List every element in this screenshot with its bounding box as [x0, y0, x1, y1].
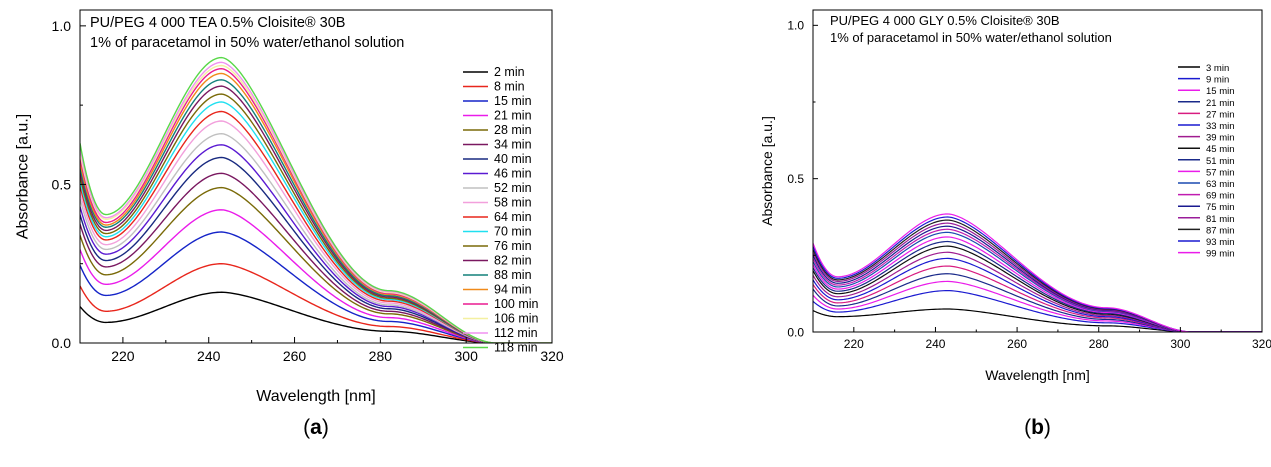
- x-tick-label-240: 240: [197, 348, 221, 364]
- legend-label-88-min: 88 min: [494, 268, 532, 282]
- y-tick-label-0: 0.0: [787, 325, 804, 339]
- legend-label-15-min: 15 min: [1206, 86, 1235, 97]
- caption-letter-a: a: [310, 416, 322, 439]
- legend-label-94-min: 94 min: [494, 283, 532, 297]
- title-line-2-a: 1% of paracetamol in 50% water/ethanol s…: [90, 35, 404, 51]
- x-tick-label-300: 300: [1170, 337, 1190, 351]
- y-tick-label-2: 1.0: [787, 19, 804, 33]
- series-line-94-min: [80, 72, 552, 343]
- legend-label-21-min: 21 min: [494, 109, 532, 123]
- legend-label-51-min: 51 min: [1206, 156, 1235, 167]
- legend-label-8-min: 8 min: [494, 80, 525, 94]
- ticks-b: 220 240 260 280 300 320 0.0 0.5 1.0: [787, 19, 1271, 351]
- legend-label-27-min: 27 min: [1206, 109, 1235, 120]
- legend-label-28-min: 28 min: [494, 123, 532, 137]
- chart-panel-b: 220 240 260 280 300 320 0.0 0.5 1.0 PU/PEG 4 000…: [759, 9, 1271, 439]
- legend-label-87-min: 87 min: [1206, 225, 1235, 236]
- curves-b: [813, 213, 1262, 332]
- legend-label-33-min: 33 min: [1206, 121, 1235, 132]
- legend-label-69-min: 69 min: [1206, 191, 1235, 202]
- legend-label-63-min: 63 min: [1206, 179, 1235, 190]
- x-tick-label-260: 260: [1007, 337, 1027, 351]
- curves-a: [80, 56, 552, 343]
- x-tick-label-320: 320: [540, 348, 564, 364]
- plot-frame-a: [79, 9, 553, 344]
- legend-label-93-min: 93 min: [1206, 237, 1235, 248]
- legend-label-34-min: 34 min: [494, 138, 532, 152]
- legend-label-52-min: 52 min: [494, 181, 532, 195]
- series-line-100-min: [80, 67, 552, 343]
- x-tick-label-220: 220: [844, 337, 864, 351]
- x-tick-label-220: 220: [111, 348, 135, 364]
- x-tick-label-280: 280: [369, 348, 393, 364]
- y-tick-label-1: 0.5: [52, 176, 72, 192]
- legend-label-106-min: 106 min: [494, 312, 539, 326]
- legend-label-112-min: 112 min: [494, 326, 538, 340]
- x-tick-label-320: 320: [1252, 337, 1271, 351]
- x-tick-label-240: 240: [925, 337, 945, 351]
- legend-label-3-min: 3 min: [1206, 63, 1229, 74]
- caption-letter-b: b: [1031, 416, 1044, 439]
- legend-label-100-min: 100 min: [494, 297, 539, 311]
- plot-frame-b: [812, 9, 1263, 333]
- y-tick-label-1: 0.5: [787, 172, 804, 186]
- legend-label-39-min: 39 min: [1206, 133, 1235, 144]
- legend-label-99-min: 99 min: [1206, 249, 1235, 260]
- legend-label-45-min: 45 min: [1206, 144, 1235, 155]
- legend-label-9-min: 9 min: [1206, 75, 1229, 86]
- y-axis-label-b: Absorbance [a.u.]: [759, 116, 775, 226]
- y-tick-label-0: 0.0: [52, 335, 72, 351]
- title-line-1-b: PU/PEG 4 000 GLY 0.5% Cloisite® 30B: [830, 13, 1060, 28]
- legend-label-76-min: 76 min: [494, 239, 532, 253]
- series-line-118-min: [80, 56, 552, 343]
- x-tick-label-260: 260: [283, 348, 307, 364]
- x-tick-label-300: 300: [455, 348, 479, 364]
- legend-label-2-min: 2 min: [494, 65, 525, 79]
- title-line-1-a: PU/PEG 4 000 TEA 0.5% Cloisite® 30B: [90, 15, 345, 31]
- x-axis-label-a: Wavelength [nm]: [256, 388, 375, 405]
- legend-label-46-min: 46 min: [494, 167, 532, 181]
- ticks-a: 220 240 260 280 300 320 0.0 0.5 1.0: [52, 18, 564, 364]
- legend-label-118-min: 118 min: [494, 341, 538, 355]
- y-tick-label-2: 1.0: [52, 18, 72, 34]
- series-line-2-min: [80, 291, 552, 343]
- legend-label-82-min: 82 min: [494, 254, 532, 268]
- legend-label-15-min: 15 min: [494, 94, 532, 108]
- y-axis-label-a: Absorbance [a.u.]: [15, 114, 32, 239]
- legend-label-64-min: 64 min: [494, 210, 532, 224]
- caption-a: (a): [303, 416, 329, 439]
- legend-label-58-min: 58 min: [494, 196, 532, 210]
- legend-label-21-min: 21 min: [1206, 98, 1235, 109]
- x-tick-label-280: 280: [1089, 337, 1109, 351]
- x-axis-label-b: Wavelength [nm]: [985, 367, 1090, 383]
- caption-b: (b): [1024, 416, 1051, 439]
- chart-panel-a: 220 240 260 280 300 320 0.0 0.5 1.0 PU/PEG 4 000…: [15, 9, 564, 439]
- title-line-2-b: 1% of paracetamol in 50% water/ethanol s…: [830, 30, 1112, 45]
- legend-label-81-min: 81 min: [1206, 214, 1235, 225]
- legend-label-70-min: 70 min: [494, 225, 532, 239]
- legend-label-75-min: 75 min: [1206, 202, 1235, 213]
- legend-label-40-min: 40 min: [494, 152, 532, 166]
- legend-label-57-min: 57 min: [1206, 167, 1235, 178]
